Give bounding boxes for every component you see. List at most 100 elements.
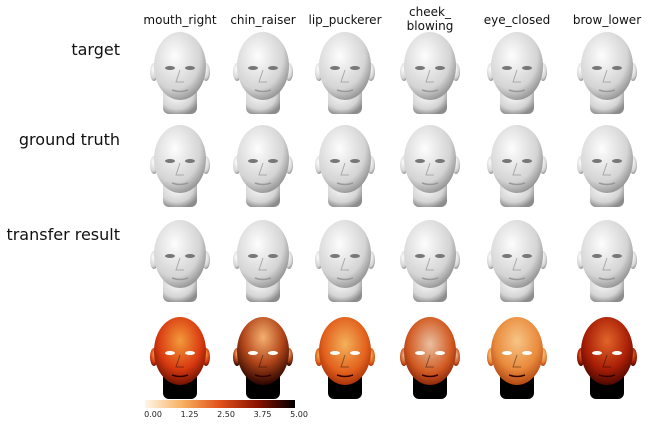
head	[404, 32, 456, 100]
eye	[612, 159, 622, 163]
column-label: mouth_right	[135, 13, 225, 27]
eye	[435, 254, 445, 258]
eye	[592, 66, 602, 70]
renders	[0, 0, 651, 427]
face-render	[400, 32, 460, 114]
eye	[612, 254, 622, 258]
eye	[248, 66, 258, 70]
eye	[330, 159, 340, 163]
error-face	[577, 317, 637, 399]
eye	[502, 66, 512, 70]
face-render	[315, 32, 375, 114]
head	[237, 317, 289, 385]
eye	[350, 351, 360, 355]
eye	[330, 66, 340, 70]
eye	[165, 66, 175, 70]
eye	[592, 351, 602, 355]
face-render	[400, 125, 460, 207]
colorbar-tick-label: 2.50	[217, 410, 235, 419]
eye	[185, 159, 195, 163]
head	[491, 32, 543, 100]
head	[581, 125, 633, 193]
colorbar-tick-label: 0.00	[144, 410, 162, 419]
eye	[415, 254, 425, 258]
head	[404, 220, 456, 288]
head	[581, 32, 633, 100]
face-render	[577, 125, 637, 207]
eye	[435, 159, 445, 163]
head	[154, 220, 206, 288]
eye	[435, 66, 445, 70]
face-render	[315, 220, 375, 302]
eye	[350, 254, 360, 258]
face-render	[150, 220, 210, 302]
row-label: ground truth	[19, 130, 120, 149]
eye	[592, 159, 602, 163]
eye	[502, 159, 512, 163]
face-render	[487, 220, 547, 302]
eye	[165, 159, 175, 163]
head	[491, 125, 543, 193]
error-face	[400, 317, 460, 399]
face-render	[150, 32, 210, 114]
column-label: lip_puckerer	[300, 13, 390, 27]
head	[237, 32, 289, 100]
eye	[522, 159, 532, 163]
face-render	[487, 125, 547, 207]
column-label: brow_lower	[562, 13, 651, 27]
eye	[330, 351, 340, 355]
eye	[435, 351, 445, 355]
eye	[522, 66, 532, 70]
face-render	[150, 125, 210, 207]
eye	[415, 159, 425, 163]
head	[154, 125, 206, 193]
face-render	[577, 220, 637, 302]
face-render	[577, 32, 637, 114]
eye	[592, 254, 602, 258]
eye	[185, 254, 195, 258]
eye	[268, 159, 278, 163]
head	[581, 220, 633, 288]
head	[319, 317, 371, 385]
eye	[612, 66, 622, 70]
row-label: target	[71, 40, 120, 59]
head	[319, 32, 371, 100]
eye	[268, 351, 278, 355]
eye	[350, 66, 360, 70]
eye	[268, 66, 278, 70]
eye	[415, 351, 425, 355]
face-render	[233, 125, 293, 207]
eye	[268, 254, 278, 258]
head	[404, 125, 456, 193]
head	[581, 317, 633, 385]
column-label: eye_closed	[472, 13, 562, 27]
eye	[612, 351, 622, 355]
error-face	[233, 317, 293, 399]
error-face	[315, 317, 375, 399]
eye	[185, 351, 195, 355]
colorbar-tick-label: 3.75	[254, 410, 272, 419]
head	[319, 125, 371, 193]
row-label: transfer result	[6, 225, 120, 244]
eye	[185, 66, 195, 70]
face-render	[233, 220, 293, 302]
face-render	[315, 125, 375, 207]
eye	[522, 351, 532, 355]
column-label: cheek_ blowing	[385, 5, 475, 33]
eye	[248, 351, 258, 355]
head	[154, 32, 206, 100]
eye	[330, 254, 340, 258]
eye	[502, 254, 512, 258]
head	[491, 317, 543, 385]
eye	[165, 351, 175, 355]
error-face	[487, 317, 547, 399]
eye	[502, 351, 512, 355]
eye	[248, 159, 258, 163]
eye	[415, 66, 425, 70]
colorbar-tick-label: 1.25	[181, 410, 199, 419]
head	[491, 220, 543, 288]
face-render	[233, 32, 293, 114]
head	[237, 220, 289, 288]
head	[404, 317, 456, 385]
column-label: chin_raiser	[218, 13, 308, 27]
